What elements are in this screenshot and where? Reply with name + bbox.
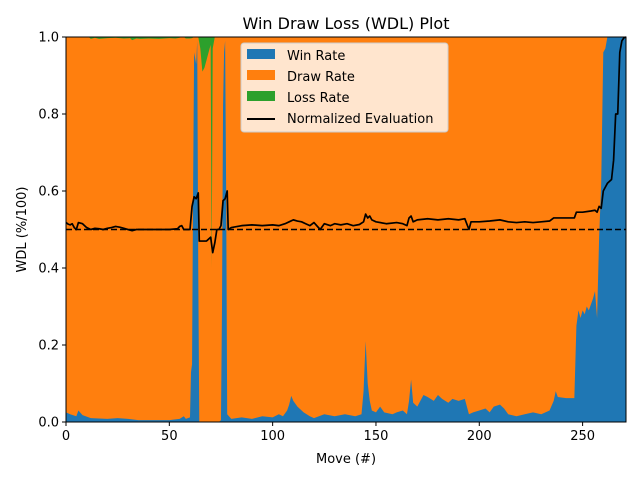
plot-frame: [65, 36, 627, 423]
chart-title: Win Draw Loss (WDL) Plot: [243, 14, 450, 33]
y-tick-label: 0.8: [38, 108, 59, 123]
y-tick-label: 0.2: [38, 339, 59, 354]
legend-swatch-loss-rate: [247, 91, 275, 101]
normalized-evaluation-line: [65, 36, 627, 254]
y-tick-label: 0.4: [38, 262, 59, 277]
x-axis-ticks: 0 50 100 150 200 250: [62, 422, 595, 444]
y-tick-label: 0.0: [38, 416, 59, 431]
legend-label-normalized-evaluation: Normalized Evaluation: [287, 112, 433, 127]
x-axis-label: Move (#): [316, 452, 376, 467]
x-tick-label: 250: [570, 429, 595, 444]
plot-area: [65, 36, 627, 422]
legend-box: [240, 42, 449, 133]
legend-label-loss-rate: Loss Rate: [287, 91, 349, 106]
legend-label-draw-rate: Draw Rate: [287, 70, 355, 85]
y-tick-label: 0.6: [38, 185, 59, 200]
x-tick-label: 100: [260, 429, 285, 444]
legend-swatch-win-rate: [247, 49, 275, 59]
legend-swatch-draw-rate: [247, 70, 275, 80]
legend-label-win-rate: Win Rate: [287, 49, 345, 64]
x-tick-label: 50: [161, 429, 178, 444]
legend: Win Rate Draw Rate Loss Rate Normalized …: [240, 42, 449, 133]
y-axis-label: WDL (%/100): [15, 187, 30, 273]
y-axis-ticks: 0.0 0.2 0.4 0.6 0.8 1.0: [38, 31, 66, 431]
x-tick-label: 0: [62, 429, 70, 444]
x-tick-label: 150: [364, 429, 389, 444]
x-tick-label: 200: [467, 429, 492, 444]
y-tick-label: 1.0: [38, 31, 59, 46]
